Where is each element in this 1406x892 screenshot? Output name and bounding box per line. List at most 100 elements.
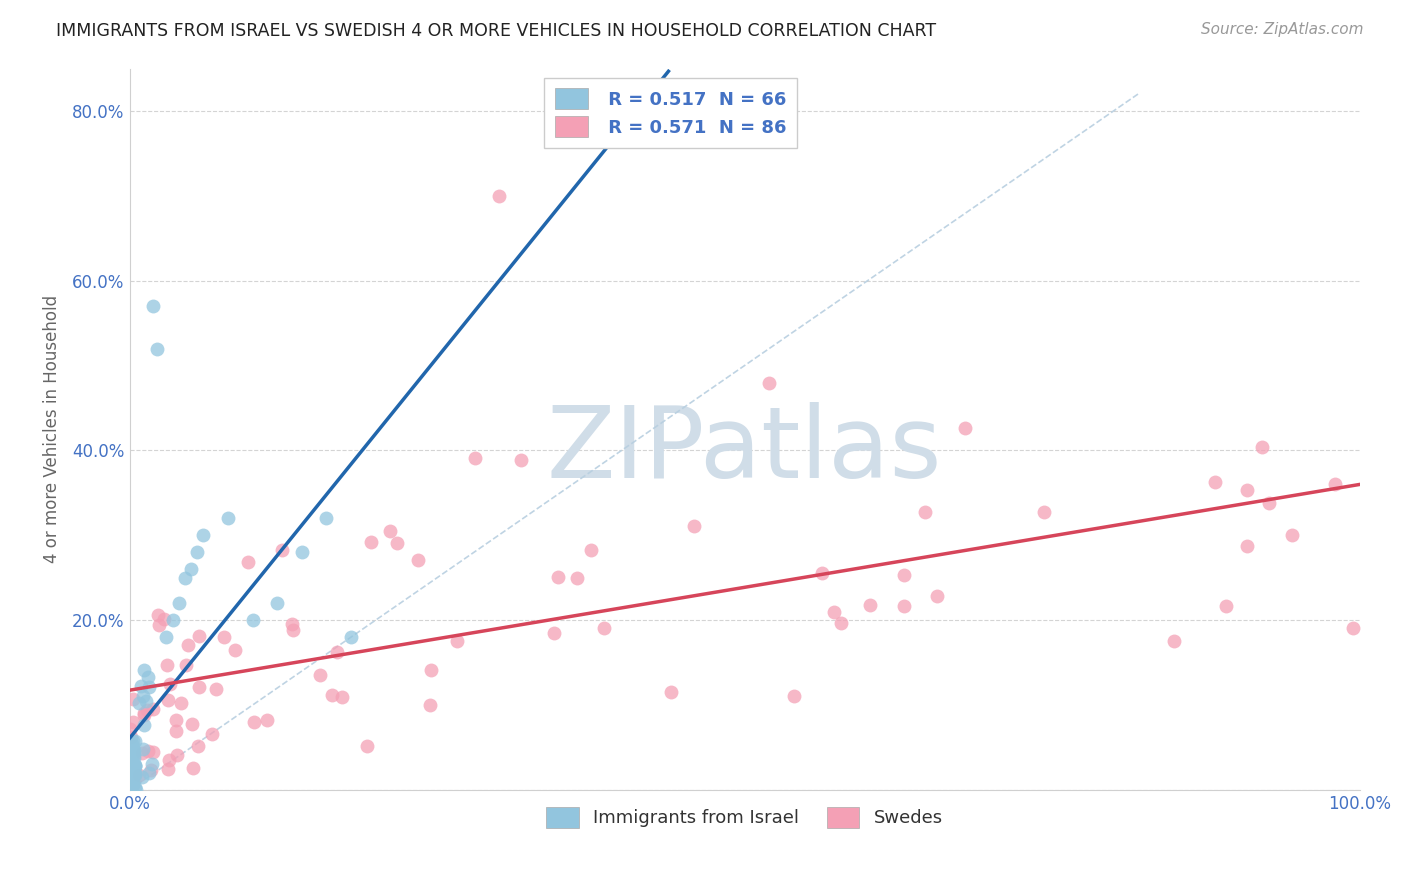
Point [256, 713, 278, 727]
Point [156, 658, 179, 673]
Point [543, 625, 565, 640]
Point [128, 696, 150, 710]
Point [145, 342, 167, 356]
Point [783, 689, 806, 703]
Point [330, 690, 353, 704]
Point [124, 750, 146, 764]
Point [181, 716, 204, 731]
Point [128, 768, 150, 782]
Point [121, 756, 143, 771]
Point [156, 762, 179, 776]
Point [204, 682, 226, 697]
Point [565, 571, 588, 585]
Point [120, 722, 142, 736]
Point [406, 553, 429, 567]
Point [811, 566, 834, 580]
Point [177, 638, 200, 652]
Point [1257, 496, 1279, 510]
Point [683, 519, 706, 533]
Point [180, 562, 202, 576]
Text: IMMIGRANTS FROM ISRAEL VS SWEDISH 4 OR MORE VEHICLES IN HOUSEHOLD CORRELATION CH: IMMIGRANTS FROM ISRAEL VS SWEDISH 4 OR M… [56, 22, 936, 40]
Point [121, 767, 143, 781]
Text: ZIPatlas: ZIPatlas [547, 402, 942, 500]
Point [166, 747, 188, 762]
Point [1341, 621, 1364, 635]
Point [124, 780, 146, 795]
Point [124, 759, 146, 773]
Point [181, 761, 204, 775]
Point [186, 545, 208, 559]
Point [242, 613, 264, 627]
Point [159, 677, 181, 691]
Point [121, 734, 143, 748]
Point [165, 713, 187, 727]
Point [1204, 475, 1226, 489]
Point [271, 543, 294, 558]
Point [120, 759, 142, 773]
Point [136, 744, 159, 758]
Point [579, 542, 602, 557]
Point [593, 622, 616, 636]
Point [124, 767, 146, 781]
Point [224, 642, 246, 657]
Point [134, 718, 156, 732]
Point [1163, 634, 1185, 648]
Point [121, 760, 143, 774]
Point [121, 747, 143, 761]
Point [758, 376, 780, 390]
Point [385, 536, 408, 550]
Point [893, 599, 915, 613]
Point [124, 743, 146, 757]
Point [122, 776, 145, 790]
Point [488, 189, 510, 203]
Point [124, 758, 146, 772]
Point [122, 691, 145, 706]
Point [136, 703, 159, 717]
Point [510, 453, 533, 467]
Point [155, 630, 177, 644]
Point [893, 568, 915, 582]
Point [170, 696, 193, 710]
Point [121, 756, 143, 771]
Point [238, 556, 260, 570]
Text: Source: ZipAtlas.com: Source: ZipAtlas.com [1201, 22, 1364, 37]
Point [419, 698, 441, 712]
Point [121, 774, 143, 789]
Point [309, 667, 332, 681]
Point [188, 629, 211, 643]
Point [831, 615, 853, 630]
Point [1251, 440, 1274, 454]
Point [1323, 477, 1346, 491]
Point [122, 714, 145, 729]
Point [193, 528, 215, 542]
Point [142, 702, 165, 716]
Point [131, 741, 153, 756]
Point [212, 630, 235, 644]
Point [157, 753, 180, 767]
Point [1215, 599, 1237, 614]
Point [122, 745, 145, 759]
Point [141, 756, 163, 771]
Point [124, 733, 146, 747]
Point [122, 748, 145, 763]
Point [122, 767, 145, 781]
Point [124, 768, 146, 782]
Point [187, 739, 209, 753]
Point [139, 764, 162, 778]
Point [162, 613, 184, 627]
Point [131, 746, 153, 760]
Point [134, 706, 156, 721]
Point [1032, 505, 1054, 519]
Point [138, 766, 160, 780]
Point [174, 657, 197, 672]
Point [118, 740, 141, 755]
Point [955, 421, 977, 435]
Point [134, 707, 156, 722]
Point [464, 450, 486, 465]
Point [142, 299, 165, 313]
Point [859, 598, 882, 612]
Point [121, 738, 143, 752]
Legend: Immigrants from Israel, Swedes: Immigrants from Israel, Swedes [540, 800, 950, 835]
Point [146, 608, 169, 623]
Point [315, 511, 337, 525]
